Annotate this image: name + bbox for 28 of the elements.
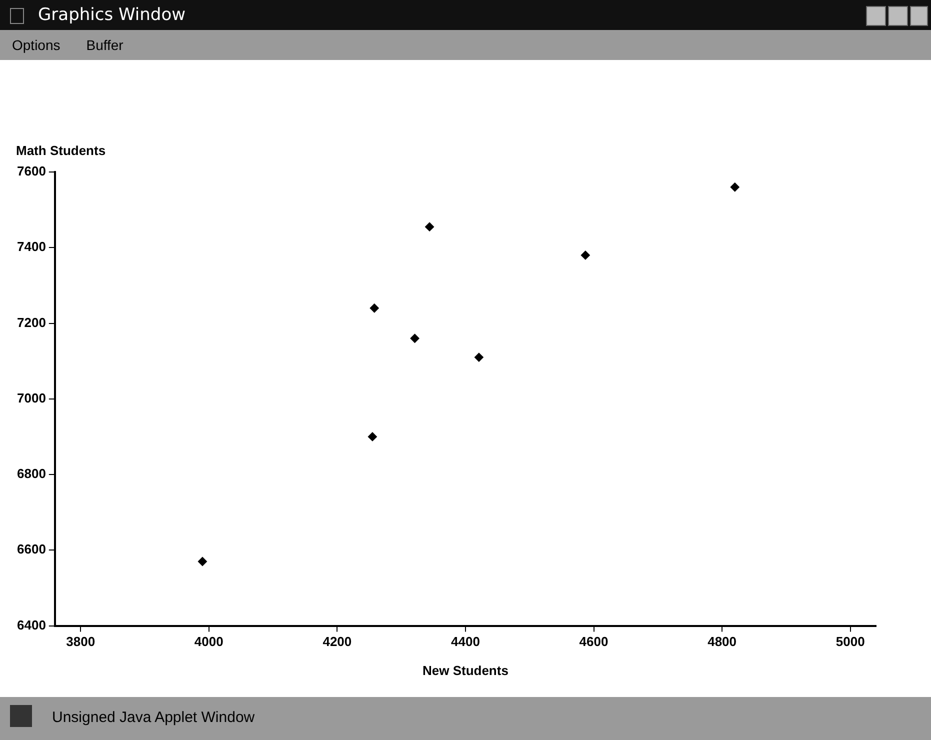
x-tick-label: 4400 xyxy=(451,634,480,650)
x-tick-label: 4600 xyxy=(579,634,608,650)
point xyxy=(370,304,379,313)
y-tick-label: 6800 xyxy=(17,466,46,482)
chart-title: Graphics Window xyxy=(38,4,186,27)
y-tick-label: 6400 xyxy=(17,617,46,632)
point xyxy=(410,334,420,343)
text: Unsigned Java Applet Window xyxy=(52,708,255,728)
y-tick-label: 6600 xyxy=(17,542,46,557)
point xyxy=(425,222,434,232)
point xyxy=(580,250,590,260)
x-tick-label: 4800 xyxy=(708,634,737,650)
point xyxy=(368,432,377,442)
x-tick-label: 4200 xyxy=(322,634,352,650)
y-tick-label: 7000 xyxy=(17,390,46,406)
x-tick-label: 3800 xyxy=(66,634,96,650)
point xyxy=(730,182,740,192)
y-axis-title: Math Students xyxy=(16,143,106,158)
point xyxy=(474,352,484,362)
text: Buffer xyxy=(86,37,124,53)
y-tick-label: 7600 xyxy=(17,164,46,179)
y-tick-label: 7400 xyxy=(17,239,46,254)
x-tick-label: 4000 xyxy=(194,634,224,650)
x-tick-label: 5000 xyxy=(836,634,865,650)
point xyxy=(198,557,207,566)
y-tick-label: 7200 xyxy=(17,314,46,330)
text: Options xyxy=(12,37,60,53)
x-axis-title: New Students xyxy=(422,662,508,678)
